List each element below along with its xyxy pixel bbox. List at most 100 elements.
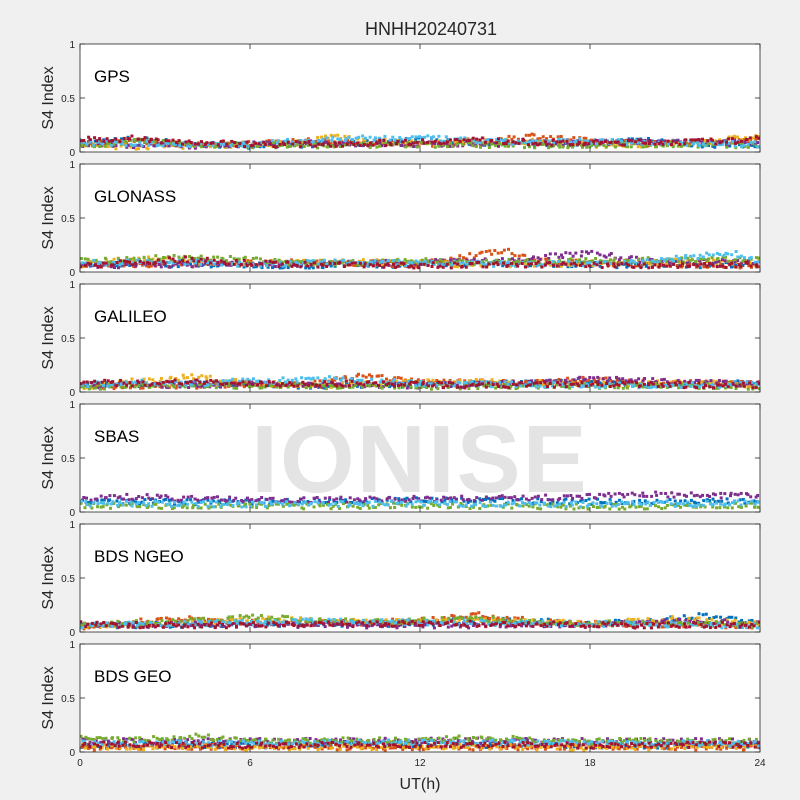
data-point (322, 386, 326, 390)
data-point (544, 263, 547, 267)
data-point (460, 140, 464, 144)
data-point (288, 259, 292, 263)
data-point (415, 380, 419, 384)
data-point (535, 385, 539, 389)
data-point (683, 256, 687, 260)
data-point (87, 135, 91, 139)
data-point (511, 144, 515, 148)
data-point (498, 142, 502, 145)
data-point (109, 260, 113, 264)
data-point (176, 498, 180, 502)
data-point (192, 384, 196, 388)
data-point (148, 261, 151, 265)
data-point (697, 387, 701, 390)
data-point (401, 140, 405, 144)
data-point (655, 145, 658, 149)
data-point (270, 499, 274, 503)
data-point (138, 141, 142, 145)
data-point (248, 502, 252, 506)
data-point (470, 262, 474, 266)
data-point (716, 257, 720, 260)
data-point (109, 506, 112, 510)
data-point (199, 257, 203, 261)
data-point (520, 262, 524, 265)
data-point (578, 258, 582, 262)
data-point (524, 380, 528, 384)
data-point (619, 256, 623, 260)
data-point (122, 264, 126, 268)
data-point (504, 261, 508, 265)
data-point (593, 385, 597, 389)
data-point (325, 262, 329, 266)
data-point (412, 141, 416, 145)
data-point (310, 384, 314, 388)
data-point (530, 496, 534, 500)
data-point (620, 379, 624, 383)
data-point (228, 495, 232, 499)
data-point (609, 252, 613, 255)
data-point (706, 257, 710, 261)
data-point (491, 383, 495, 386)
data-point (582, 260, 586, 264)
data-point (688, 259, 692, 263)
data-point (260, 496, 264, 499)
data-point (363, 138, 367, 142)
data-point (164, 264, 168, 268)
data-point (510, 380, 513, 384)
data-point (564, 262, 568, 266)
data-point (227, 262, 231, 266)
data-point (503, 495, 507, 499)
data-point (520, 497, 524, 501)
data-point (755, 380, 759, 384)
data-point (563, 381, 567, 385)
data-point (643, 377, 647, 380)
data-point (686, 256, 690, 260)
data-point (452, 383, 456, 387)
data-point (506, 382, 510, 386)
data-point (115, 261, 119, 264)
data-point (447, 262, 451, 266)
data-point (409, 385, 413, 389)
data-point (725, 145, 729, 149)
data-point (389, 143, 393, 147)
data-point (367, 261, 371, 265)
data-point (396, 264, 400, 268)
data-point (540, 498, 544, 502)
data-point (408, 382, 412, 386)
data-point (551, 263, 555, 267)
data-point (718, 138, 722, 142)
data-point (602, 260, 606, 264)
data-point (640, 263, 644, 267)
data-point (718, 264, 722, 268)
axes-background (80, 404, 760, 512)
data-point (193, 497, 197, 501)
data-point (527, 262, 531, 266)
data-point (98, 260, 102, 264)
data-point (448, 140, 452, 144)
data-point (409, 139, 413, 143)
data-point (600, 501, 604, 505)
data-point (617, 258, 621, 262)
data-point (701, 255, 705, 259)
data-point (257, 502, 261, 506)
data-point (165, 256, 169, 260)
data-point (695, 493, 699, 497)
data-point (419, 140, 423, 144)
data-point (714, 139, 718, 143)
data-point (93, 136, 97, 140)
data-point (547, 139, 550, 143)
data-point (103, 144, 107, 148)
data-point (290, 378, 294, 382)
data-point (311, 140, 315, 144)
data-point (640, 139, 644, 142)
data-point (672, 259, 676, 263)
data-point (225, 499, 229, 503)
data-point (140, 496, 144, 500)
data-point (324, 134, 327, 138)
data-point (149, 141, 153, 145)
data-point (199, 141, 203, 145)
data-point (437, 144, 441, 148)
data-point (232, 262, 236, 266)
data-point (111, 380, 115, 384)
